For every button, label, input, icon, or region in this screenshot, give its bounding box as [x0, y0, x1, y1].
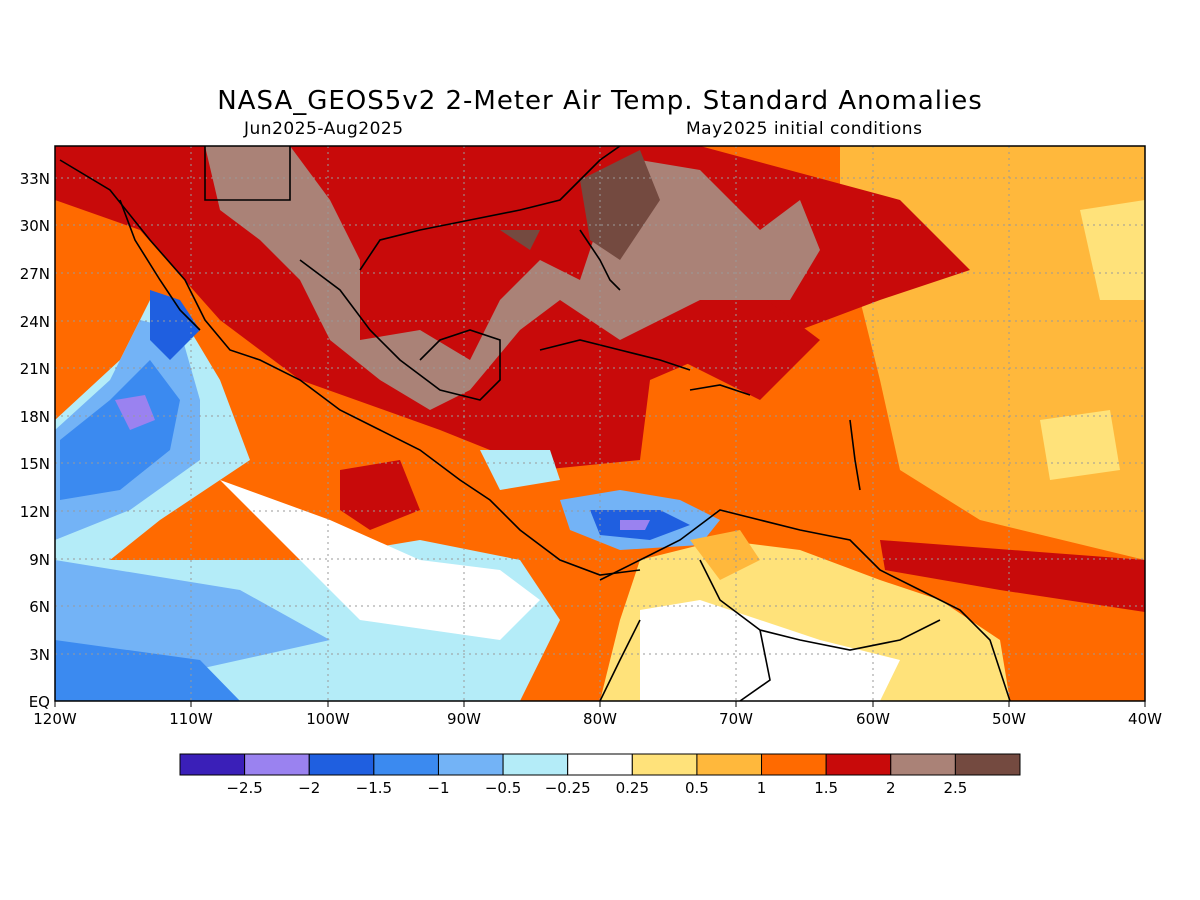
colorbar-swatch: [954, 753, 1021, 776]
lat-label: 6N: [29, 598, 50, 616]
lon-label: 80W: [583, 710, 617, 728]
lat-label: 12N: [20, 503, 50, 521]
colorbar-label: −2.5: [226, 779, 262, 797]
lon-label: 100W: [306, 710, 350, 728]
field-venezuela-moderate: [690, 530, 760, 580]
init-subtitle: May2025 initial conditions: [686, 119, 923, 139]
lat-label: 33N: [20, 170, 50, 188]
lat-label: 15N: [20, 455, 50, 473]
field-south-america-neutral: [640, 600, 900, 701]
colorbar-label: −2: [298, 779, 320, 797]
colorbar-label: 0.25: [616, 779, 649, 797]
colorbar-swatch: [761, 753, 827, 776]
colorbar-label: 2: [886, 779, 896, 797]
colorbar: [179, 753, 1021, 776]
colorbar-label: 0.5: [685, 779, 709, 797]
lat-labels: 33N 30N 27N 24N 21N 18N 15N 12N 9N 6N 3N…: [20, 170, 50, 711]
colorbar-swatch: [825, 753, 892, 776]
lat-label: EQ: [29, 693, 50, 711]
map-title: NASA_GEOS5v2 2-Meter Air Temp. Standard …: [217, 86, 983, 116]
lon-label: 70W: [719, 710, 753, 728]
field-mexico-very-strong: [205, 146, 820, 410]
field-pacific-moderate-cool: [60, 360, 180, 500]
lat-label: 27N: [20, 265, 50, 283]
lat-label: 30N: [20, 217, 50, 235]
colorbar-label: −0.5: [485, 779, 521, 797]
coastlines: [59, 146, 1011, 701]
colorbar-swatch: [890, 753, 956, 776]
lat-label: 3N: [29, 646, 50, 664]
field-atlantic-weak-2: [1040, 410, 1120, 480]
lat-label: 9N: [29, 551, 50, 569]
field-colombia-strong-cool: [620, 520, 650, 530]
anomaly-field: [55, 146, 1145, 701]
field-caribbean-strong: [660, 280, 820, 400]
tick-marks: [54, 701, 1146, 707]
colorbar-label: −1: [427, 779, 449, 797]
field-central-america-weak-cool: [480, 450, 560, 490]
lat-label: 18N: [20, 408, 50, 426]
lon-label: 90W: [447, 710, 481, 728]
colorbar-label: −1.5: [356, 779, 392, 797]
colorbar-swatch: [631, 753, 698, 776]
colorbar-label: 2.5: [943, 779, 967, 797]
colorbar-swatch: [502, 753, 569, 776]
lon-label: 60W: [856, 710, 890, 728]
field-gulf-extreme: [500, 230, 540, 250]
field-pacific-strong: [340, 460, 420, 530]
colorbar-swatch: [373, 753, 439, 776]
lat-label: 21N: [20, 360, 50, 378]
lon-label: 120W: [33, 710, 77, 728]
lon-labels: 120W 110W 100W 90W 80W 70W 60W 50W 40W: [33, 710, 1162, 728]
lon-label: 50W: [992, 710, 1026, 728]
colorbar-label: 1: [757, 779, 767, 797]
field-neutral-pacific: [220, 480, 540, 640]
field-pacific-strong-cool: [115, 395, 155, 430]
field-baja-cool: [150, 290, 200, 360]
colorbar-label: −0.25: [545, 779, 591, 797]
colorbar-swatch: [567, 753, 633, 776]
colorbar-swatch: [308, 753, 375, 776]
lon-label: 110W: [169, 710, 213, 728]
colorbar-swatch: [437, 753, 504, 776]
colorbar-swatch: [696, 753, 763, 776]
colorbar-swatch: [244, 753, 310, 776]
map-grid: [55, 146, 1145, 701]
colorbar-labels: −2.5 −2 −1.5 −1 −0.5 −0.25 0.25 0.5 1 1.5 2 2.5: [226, 779, 967, 797]
field-pacific-moderate-cool-2: [55, 640, 240, 701]
lat-label: 24N: [20, 313, 50, 331]
colorbar-swatch: [179, 753, 246, 776]
field-atlantic-weak: [1080, 200, 1145, 300]
period-subtitle: Jun2025-Aug2025: [244, 119, 404, 139]
lon-label: 40W: [1128, 710, 1162, 728]
colorbar-label: 1.5: [814, 779, 838, 797]
field-guiana-strong: [880, 540, 1145, 612]
